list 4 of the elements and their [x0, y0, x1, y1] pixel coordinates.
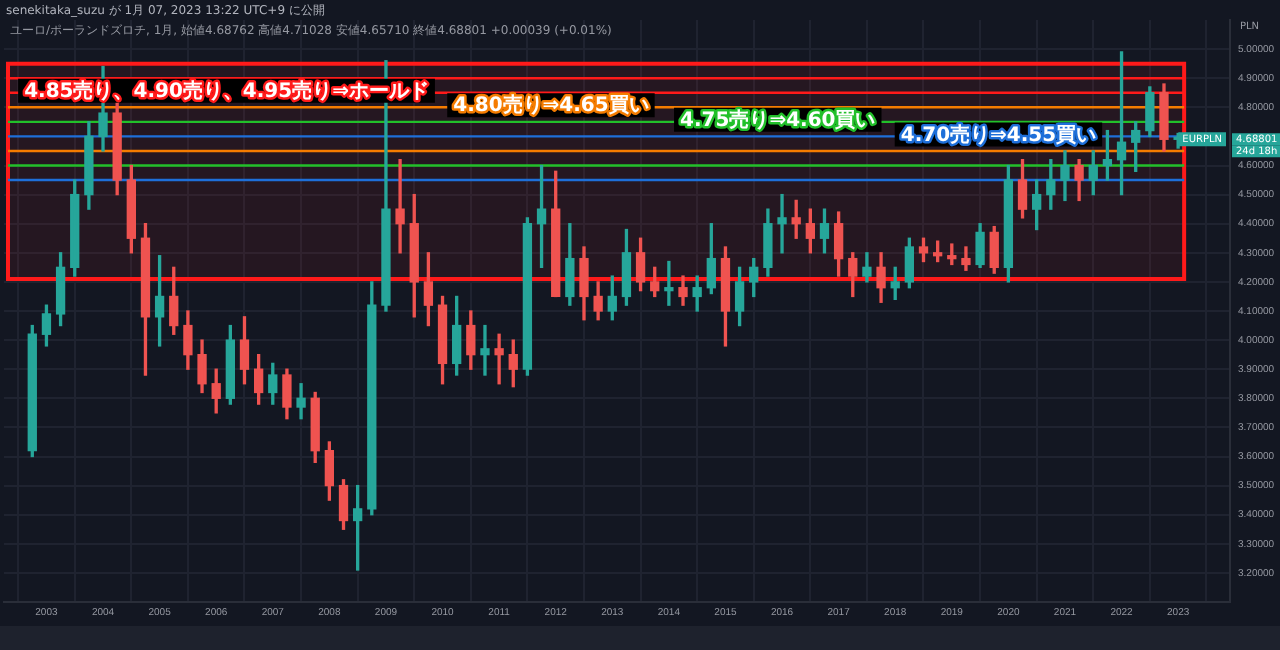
ref-line-label: 4.80売り⇒4.65買い [453, 93, 649, 118]
ref-line-label: 4.75売り⇒4.60買い [680, 108, 876, 133]
ref-line-label: 4.85売り、4.90売り、4.95売り⇒ホールド [24, 78, 429, 103]
ref-line-label: 4.70売り⇒4.55買い [900, 122, 1097, 147]
